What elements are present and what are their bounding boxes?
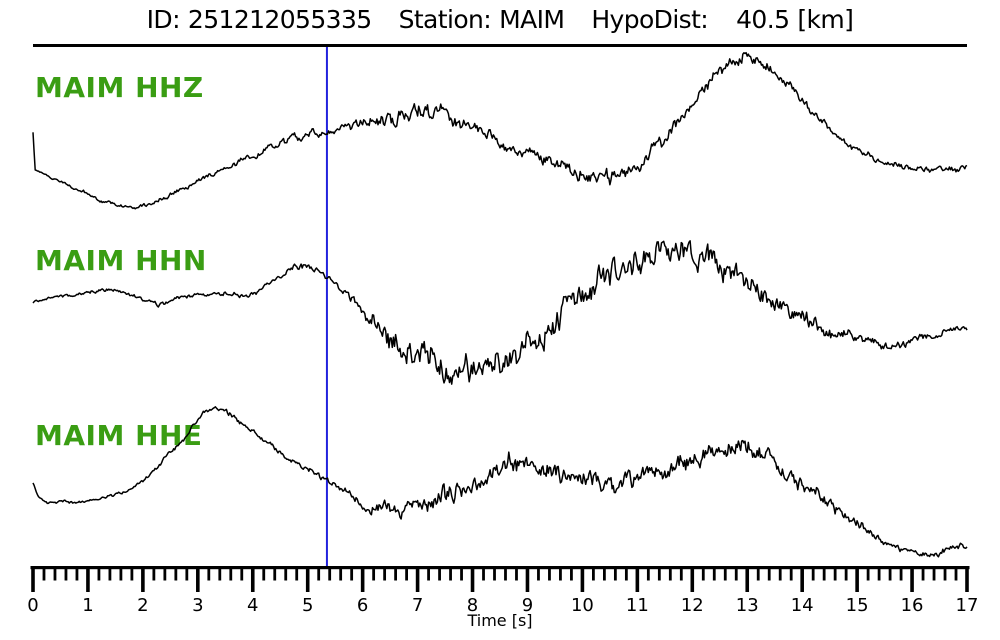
x-axis-ruler: 0 1 2 3 4 5 6 7 8 9 10 11 12 13 14 15 16 17 bbox=[27, 566, 978, 616]
x-axis-title: Time [s] bbox=[467, 611, 533, 630]
x-tick-label: 14 bbox=[791, 595, 814, 616]
hypodist-unit: [km] bbox=[797, 5, 854, 34]
trace-label-hhz: MAIM HHZ bbox=[35, 71, 204, 104]
x-tick-label: 5 bbox=[302, 595, 313, 616]
trace-label-hhe: MAIM HHE bbox=[35, 419, 203, 452]
x-tick-label: 2 bbox=[137, 595, 148, 616]
x-tick-label: 17 bbox=[956, 595, 979, 616]
x-tick-label: 7 bbox=[412, 595, 423, 616]
station-group: Station: MAIM bbox=[399, 5, 565, 34]
x-tick-label: 9 bbox=[522, 595, 533, 616]
x-tick-label: 8 bbox=[467, 595, 478, 616]
station-value: MAIM bbox=[499, 5, 565, 34]
x-tick-label: 10 bbox=[571, 595, 594, 616]
hypodist-value: 40.5 bbox=[736, 5, 790, 34]
x-tick-label: 16 bbox=[901, 595, 924, 616]
waveform-trace-hhn[interactable] bbox=[32, 240, 968, 385]
hypodist-group: HypoDist: 40.5 [km] bbox=[591, 5, 854, 34]
x-tick-label: 1 bbox=[82, 595, 93, 616]
x-tick-label: 6 bbox=[357, 595, 368, 616]
trace-label-hhn: MAIM HHN bbox=[35, 244, 207, 277]
title-bar: ID: 251212055335 Station: MAIM HypoDist: 40… bbox=[0, 5, 1000, 34]
title-separator bbox=[33, 44, 967, 47]
x-tick-label: 3 bbox=[192, 595, 203, 616]
station-label: Station: bbox=[398, 5, 492, 34]
x-axis-baseline bbox=[30, 566, 970, 570]
x-tick-label: 0 bbox=[27, 595, 38, 616]
x-tick-label: 13 bbox=[736, 595, 759, 616]
hypodist-label: HypoDist: bbox=[591, 5, 709, 34]
event-id-label: ID: bbox=[146, 5, 181, 34]
waveform-trace-hhz[interactable] bbox=[32, 51, 968, 210]
event-id-value: 251212055335 bbox=[187, 5, 372, 34]
x-tick-label: 11 bbox=[626, 595, 649, 616]
waveform-trace-hhe[interactable] bbox=[32, 406, 968, 558]
event-id-group: ID: 251212055335 bbox=[146, 5, 373, 34]
x-tick-label: 15 bbox=[846, 595, 869, 616]
x-tick-label: 4 bbox=[247, 595, 258, 616]
x-tick-label: 12 bbox=[681, 595, 704, 616]
